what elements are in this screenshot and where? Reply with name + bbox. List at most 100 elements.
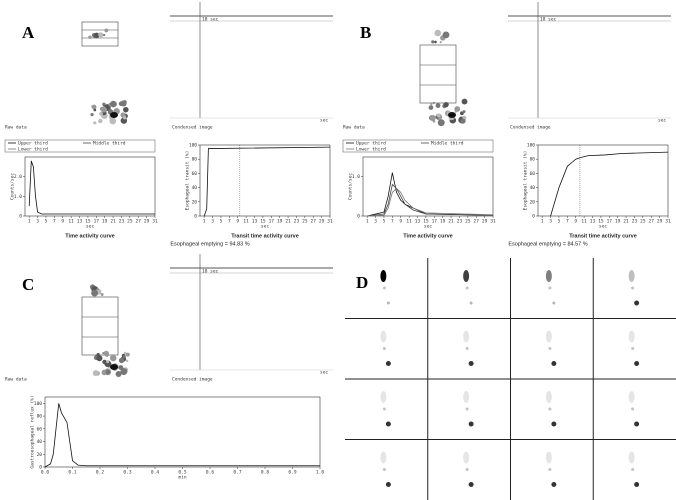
x-tick-label: 9 [399,219,402,225]
frame-trace [631,286,635,290]
frame-trace [548,286,552,290]
x-tick-label: 1 [28,219,31,225]
x-tick-label: 29 [319,219,325,225]
curve [367,183,494,217]
frame-stomach [385,421,391,427]
scan-blob [102,102,106,107]
scan-blob [434,29,442,37]
panel-letter: D [356,273,368,292]
y-tick-label: 60 [37,426,43,432]
scan-blob [106,360,110,364]
frame-stomach [385,482,391,487]
scan-blob [110,100,117,108]
roi-box [81,21,119,47]
x-tick-label: 0.8 [261,470,269,476]
x-tick-label: 19 [440,219,446,225]
x-tick-label: 3 [211,219,214,225]
frame-stomach [551,361,557,366]
frame-trace [631,407,635,411]
scan-blob [90,112,94,117]
roi-box [419,44,457,104]
frame-stomach [634,300,640,306]
raw-label: Raw data [343,125,365,131]
y-tick-label: 40 [192,185,198,191]
roi-box [81,296,119,356]
x-tick-label: 17 [94,219,100,225]
unit-label: sec [320,371,328,376]
x-tick-label: 5 [383,219,386,225]
frame-trace [548,347,552,350]
x-tick-label: 9 [61,219,64,225]
y-axis-label: Esophageal transit (%) [523,151,529,211]
scan-blob [434,40,437,44]
x-axis-label: sec [86,225,94,230]
scan-blob [100,292,104,296]
scan-blob [103,33,106,37]
x-tick-label: 15 [598,219,604,225]
x-tick-label: 21 [110,219,116,225]
scan-blob [91,105,94,108]
y-tick-label: 20 [37,452,43,458]
frame-stomach [385,361,391,366]
x-axis-label: sec [599,225,607,230]
frame-trace [548,407,552,411]
scan-blob [99,112,103,116]
unit-label: sec [658,119,666,124]
x-tick-label: 23 [632,219,638,225]
legend-label: Upper third [356,141,386,147]
x-tick-label: 27 [649,219,655,225]
y-tick-label: 0 [532,214,535,220]
condensed-label: Condensed image [510,125,551,131]
x-tick-label: 21 [623,219,629,225]
plot-frame [362,156,494,217]
y-tick-label: 100 [189,143,197,149]
x-tick-label: 27 [311,219,317,225]
x-tick-label: 23 [119,219,125,225]
scan-blob [96,288,100,291]
x-tick-label: 31 [490,219,496,225]
hot-spot [448,112,456,118]
y-tick-label: 1.0 [14,194,22,200]
x-tick-label: 0.7 [233,470,241,476]
x-tick-label: 21 [448,219,454,225]
scan-blob [104,28,109,33]
y-tick-label: 80 [37,414,43,420]
scan-blob [92,370,99,377]
x-tick-label: 17 [432,219,438,225]
frame-trace [382,347,386,350]
x-tick-label: 21 [285,219,291,225]
hot-spot [110,364,118,370]
x-tick-label: 25 [302,219,308,225]
legend-label: Lower third [18,147,48,153]
x-tick-label: 0.0 [41,470,49,476]
x-tick-label: 25 [127,219,133,225]
x-tick-label: 13 [590,219,596,225]
frame-activity [628,391,635,403]
frame-activity [380,391,387,403]
y-tick-label: 40 [530,185,536,191]
x-tick-label: 1 [366,219,369,225]
scan-blob [123,351,127,355]
chart-title: Time activity curve [403,233,452,239]
x-tick-label: 5 [45,219,48,225]
frame-stomach [634,421,640,427]
frame-activity [628,451,635,464]
frame-stomach [468,482,474,487]
frame-trace [465,407,469,411]
x-tick-label: 19 [615,219,621,225]
frame-activity [545,270,552,282]
y-tick-label: 80 [192,157,198,163]
x-tick-label: 0.5 [178,470,186,476]
scan-blob [101,369,108,376]
panel-letter: B [360,23,371,42]
x-tick-label: 3 [374,219,377,225]
scan-blob [98,118,103,124]
legend-label: Lower third [356,147,386,153]
y-tick-label: 60 [192,171,198,177]
scan-blob [428,105,434,110]
frame-activity [545,391,552,403]
x-tick-label: 27 [474,219,480,225]
x-tick-label: 0.6 [206,470,214,476]
frame-activity [545,451,552,464]
